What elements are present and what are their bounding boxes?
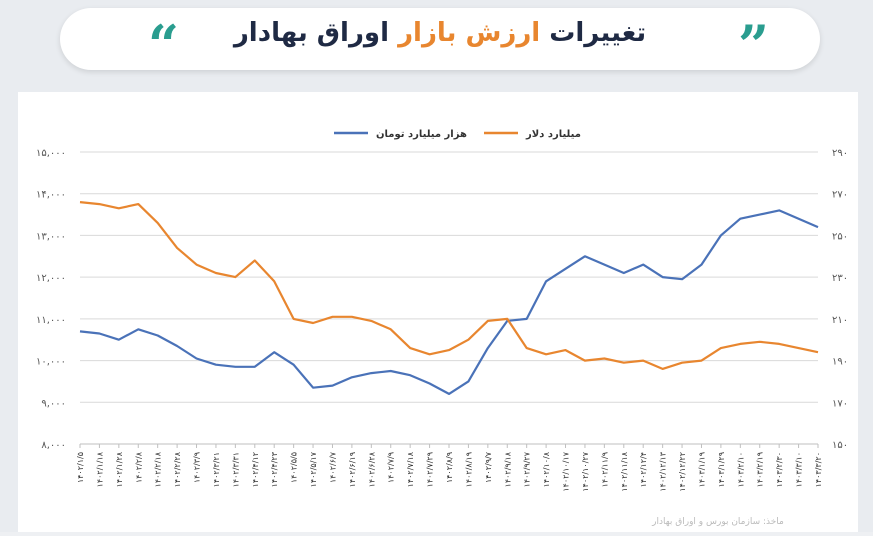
x-axis-tick-label: ۱۴۰۲/۳/۲۱ [212, 452, 221, 487]
x-axis-tick-label: ۱۴۰۲/۶/۱۹ [348, 452, 357, 487]
x-axis-tick-label: ۱۴۰۲/۲/۸ [134, 451, 143, 483]
title-accent: ارزش بازار [398, 18, 541, 48]
x-axis-tick-label: ۱۴۰۲/۸/۱۹ [464, 452, 473, 487]
x-axis-tick-label: ۱۴۰۲/۱۱/۹ [600, 452, 609, 487]
x-axis-tick-label: ۱۴۰۲/۷/۲۹ [426, 452, 435, 487]
x-axis-tick-label: ۱۴۰۲/۷/۹ [387, 452, 396, 483]
left-axis-tick-label: ۹,۰۰۰ [41, 398, 66, 409]
right-axis-tick-label: ۲۳۰ [832, 273, 848, 284]
title-part-2: اوراق بهادار [233, 18, 399, 48]
x-axis-tick-label: ۱۴۰۳/۳/۲۰ [814, 452, 823, 487]
quote-open-icon: “ [148, 13, 180, 77]
left-axis-tick-label: ۱۳,۰۰۰ [36, 231, 66, 242]
x-axis-tick-label: ۱۴۰۲/۱/۱۸ [95, 451, 104, 487]
page-title: تغییرات ارزش بازار اوراق بهادار [60, 18, 820, 48]
x-axis-tick-label: ۱۴۰۳/۱/۱۹ [697, 452, 706, 487]
right-axis-tick-label: ۲۹۰ [832, 148, 848, 159]
x-axis-tick-label: ۱۴۰۲/۹/۱۸ [503, 451, 512, 487]
header-banner: تغییرات ارزش بازار اوراق بهادار “ ” [60, 8, 820, 77]
right-axis-tick-label: ۱۷۰ [832, 398, 848, 409]
left-axis-tick-label: ۱۴,۰۰۰ [36, 190, 66, 201]
legend-label-1: هزار میلیارد تومان [376, 129, 467, 140]
series-line-2 [79, 201, 819, 370]
dual-axis-line-chart: ۸,۰۰۰ ۹,۰۰۰ ۱۰,۰۰۰ ۱۱,۰۰۰ ۱۲,۰۰۰ ۱۳,۰۰۰ ۱۴,۰۰۰… [36, 129, 848, 527]
x-axis-tick-label: ۱۴۰۲/۱/۲۸ [115, 451, 124, 487]
x-axis-tick-label: ۱۴۰۲/۶/۲۸ [367, 451, 376, 487]
title-part-1: تغییرات [540, 18, 647, 48]
x-axis-tick-label: ۱۴۰۲/۱۰/۱۷ [562, 451, 571, 491]
x-axis-tick-label: ۱۴۰۲/۵/۱۷ [309, 451, 318, 487]
quote-close-icon: ” [738, 13, 770, 77]
right-axis-tick-label: ۲۷۰ [832, 190, 848, 201]
x-axis-tick-label: ۱۴۰۲/۴/۲۳ [270, 451, 279, 487]
x-axis-tick-label: ۱۴۰۲/۳/۳۱ [231, 452, 240, 487]
x-axis-tick-label: ۱۴۰۲/۱۲/۲۲ [678, 452, 687, 492]
x-axis-tick-label: ۱۴۰۲/۸/۹ [445, 452, 454, 483]
x-axis-tick-label: ۱۴۰۲/۱/۵ [76, 452, 85, 483]
x-axis-tick-label: ۱۴۰۲/۱۰/۸ [542, 451, 551, 487]
x-axis-tick-label: ۱۴۰۲/۹/۲۷ [523, 451, 532, 487]
x-axis-tick-label: ۱۴۰۲/۳/۹ [193, 452, 202, 483]
right-axis-tick-label: ۱۹۰ [832, 357, 848, 368]
chart-panel: ۸,۰۰۰ ۹,۰۰۰ ۱۰,۰۰۰ ۱۱,۰۰۰ ۱۲,۰۰۰ ۱۳,۰۰۰ ۱۴,۰۰۰… [18, 92, 858, 532]
x-axis-tick-label: ۱۴۰۲/۵/۵ [290, 452, 299, 483]
x-axis-tick-label: ۱۴۰۲/۲/۱۸ [154, 451, 163, 487]
left-axis-tick-label: ۱۰,۰۰۰ [36, 357, 66, 368]
x-axis-tick-label: ۱۴۰۲/۴/۱۲ [251, 452, 260, 487]
legend-label-2: میلیارد دلار [525, 129, 581, 140]
x-axis-tick-label: ۱۴۰۲/۶/۷ [328, 451, 337, 483]
x-axis-tick-label: ۱۴۰۳/۳/۱۰ [795, 452, 804, 487]
left-axis-tick-label: ۱۱,۰۰۰ [36, 315, 66, 326]
x-axis-tick-label: ۱۴۰۳/۱/۲۹ [717, 452, 726, 487]
x-axis-tick-label: ۱۴۰۳/۲/۱۹ [756, 452, 765, 487]
left-axis-tick-label: ۱۲,۰۰۰ [36, 273, 66, 284]
x-axis-tick-label: ۱۴۰۲/۱۲/۴ [639, 452, 648, 487]
right-axis-tick-label: ۲۵۰ [832, 231, 848, 242]
right-axis-tick-label: ۲۱۰ [832, 315, 848, 326]
x-axis-tick-label: ۱۴۰۲/۲/۲۸ [173, 451, 182, 487]
left-axis-tick-label: ۱۵,۰۰۰ [36, 148, 66, 159]
series-line-1 [79, 209, 819, 395]
x-axis-tick-label: ۱۴۰۲/۱۱/۱۸ [620, 451, 629, 491]
x-axis-tick-label: ۱۴۰۲/۹/۷ [484, 451, 493, 483]
right-axis-tick-label: ۱۵۰ [832, 440, 848, 451]
x-axis-tick-label: ۱۴۰۳/۲/۳۰ [775, 452, 784, 487]
x-axis-tick-label: ۱۴۰۲/۱۰/۲۷ [581, 451, 590, 491]
x-axis-tick-label: ۱۴۰۲/۱۲/۱۳ [659, 451, 668, 491]
left-axis-tick-label: ۸,۰۰۰ [41, 440, 66, 451]
x-axis-tick-label: ۱۴۰۳/۲/۱۰ [736, 452, 745, 487]
source-note: ماخذ: سازمان بورس و اوراق بهادار [651, 517, 784, 527]
x-axis-tick-label: ۱۴۰۲/۷/۱۸ [406, 451, 415, 487]
